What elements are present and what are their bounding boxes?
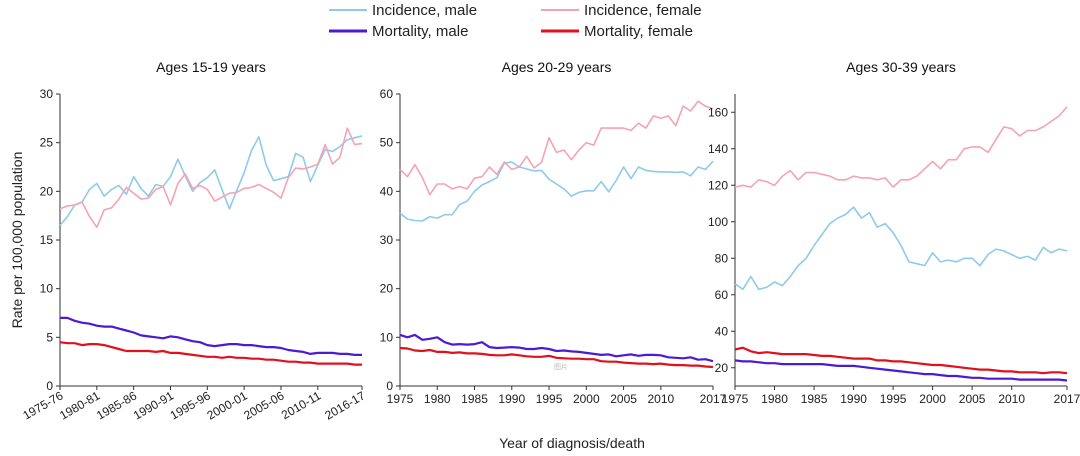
series-line-incidence-male (399, 160, 714, 222)
series-line-incidence-female (734, 106, 1068, 188)
y-tick-label: 5 (46, 330, 53, 344)
x-tick-label: 2005 (610, 392, 637, 406)
x-tick-label: 1990-91 (131, 388, 176, 422)
x-tick-label: 1990 (498, 392, 525, 406)
y-tick-label: 25 (40, 136, 54, 150)
y-tick-label: 80 (715, 251, 729, 265)
y-tick-label: 60 (380, 87, 394, 101)
series-line-incidence-male (59, 135, 363, 226)
y-tick-label: 0 (46, 379, 53, 393)
legend-label: Mortality, male (372, 23, 468, 40)
x-tick-label: 1985 (461, 392, 488, 406)
x-tick-label: 2010 (998, 392, 1025, 406)
series-line-mortality-female (399, 346, 714, 369)
chart-panel-3: Ages 30-39 years 20 40 60 80 100 120 140 160 1975… (708, 59, 1080, 406)
legend-item: Incidence, female (541, 2, 702, 19)
series-line-incidence-female (399, 100, 714, 196)
x-tick-label: 1985 (801, 392, 828, 406)
x-tick-label: 2010-11 (279, 388, 324, 422)
legend-item: Mortality, male (329, 23, 468, 40)
y-tick-label: 30 (380, 233, 394, 247)
x-tick-label: 2005-06 (241, 388, 286, 422)
y-tick-label: 20 (715, 361, 729, 375)
x-tick-label: 1980 (761, 392, 788, 406)
y-tick-label: 20 (40, 184, 54, 198)
x-tick-label: 1985-86 (94, 388, 139, 422)
x-tick-label: 1995 (536, 392, 563, 406)
chart-title: Ages 15-19 years (156, 59, 266, 75)
x-tick-label: 1990 (840, 392, 867, 406)
x-tick-label: 1980 (424, 392, 451, 406)
watermark: 图片 (554, 362, 568, 371)
chart-panel-2: Ages 20-29 years 0 10 20 30 40 50 60 1975 1980 198… (380, 59, 727, 406)
legend-item: Mortality, female (541, 23, 693, 40)
legend-label: Incidence, male (372, 2, 477, 19)
x-tick-label: 1975-76 (20, 388, 65, 422)
x-tick-label: 1975 (387, 392, 414, 406)
chart-title: Ages 30-39 years (846, 59, 956, 75)
y-tick-label: 40 (715, 324, 729, 338)
x-axis-label: Year of diagnosis/death (499, 435, 645, 451)
x-tick-label: 2017 (700, 392, 727, 406)
series-line-incidence-female (59, 127, 363, 229)
y-tick-label: 30 (40, 87, 54, 101)
series-line-mortality-female (734, 346, 1068, 375)
series-line-mortality-male (734, 359, 1068, 382)
y-tick-label: 40 (380, 184, 394, 198)
y-tick-label: 10 (380, 330, 394, 344)
y-tick-label: 120 (708, 178, 728, 192)
y-tick-label: 20 (380, 282, 394, 296)
y-tick-label: 160 (708, 105, 728, 119)
y-tick-label: 0 (386, 379, 393, 393)
chart-panel-1: Ages 15-19 years 0 5 10 15 20 25 30 1975-761980-… (20, 59, 367, 423)
y-axis-label: Rate per 100,000 population (9, 152, 25, 329)
series-line-incidence-male (734, 206, 1068, 291)
y-tick-label: 100 (708, 215, 728, 229)
series-line-mortality-male (399, 333, 714, 363)
x-tick-label: 2000-01 (205, 388, 250, 422)
x-tick-label: 2000 (919, 392, 946, 406)
legend-item: Incidence, male (329, 2, 477, 19)
y-tick-label: 15 (40, 233, 54, 247)
legend-label: Incidence, female (584, 2, 702, 19)
x-tick-label: 2016-17 (322, 388, 367, 422)
x-tick-label: 2017 (1054, 392, 1080, 406)
x-tick-label: 2005 (959, 392, 986, 406)
legend: Incidence, male Incidence, female Mortalit… (329, 2, 702, 40)
x-tick-label: 2000 (573, 392, 600, 406)
x-tick-label: 1995-96 (168, 388, 213, 422)
x-tick-label: 2010 (647, 392, 674, 406)
x-tick-label: 1995 (880, 392, 907, 406)
chart-title: Ages 20-29 years (502, 59, 612, 75)
series-line-mortality-female (59, 341, 362, 366)
series-line-mortality-male (60, 316, 362, 356)
y-tick-label: 60 (715, 288, 729, 302)
y-tick-label: 50 (380, 136, 394, 150)
x-tick-label: 1980-81 (57, 388, 102, 422)
legend-label: Mortality, female (584, 23, 693, 40)
x-tick-label: 1975 (722, 392, 749, 406)
y-tick-label: 140 (708, 142, 728, 156)
y-tick-label: 10 (40, 282, 54, 296)
